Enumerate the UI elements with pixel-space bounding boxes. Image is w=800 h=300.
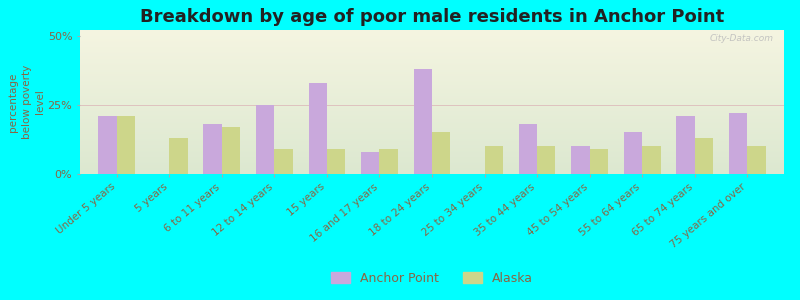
Y-axis label: percentage
below poverty
level: percentage below poverty level (9, 65, 45, 139)
Bar (694, 138, 713, 174)
Bar (256, 105, 274, 174)
Bar (309, 82, 327, 174)
Bar (414, 69, 432, 174)
Text: City-Data.com: City-Data.com (710, 34, 774, 43)
Bar (203, 124, 222, 174)
Bar (537, 146, 555, 174)
Bar (222, 127, 240, 174)
Bar (571, 146, 590, 174)
Bar (729, 113, 747, 174)
Bar (274, 149, 293, 174)
Bar (676, 116, 694, 174)
Bar (327, 149, 346, 174)
Bar (432, 133, 450, 174)
Bar (379, 149, 398, 174)
Bar (642, 146, 661, 174)
Bar (518, 124, 537, 174)
Bar (747, 146, 766, 174)
Title: Breakdown by age of poor male residents in Anchor Point: Breakdown by age of poor male residents … (140, 8, 724, 26)
Bar (590, 149, 608, 174)
Legend: Anchor Point, Alaska: Anchor Point, Alaska (326, 267, 538, 290)
Bar (485, 146, 503, 174)
Bar (624, 133, 642, 174)
Bar (170, 138, 188, 174)
Bar (361, 152, 379, 174)
Bar (98, 116, 117, 174)
Bar (117, 116, 135, 174)
